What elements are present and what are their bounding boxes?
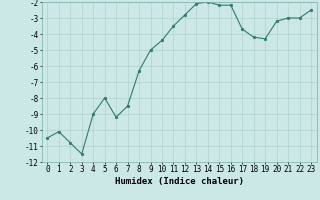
X-axis label: Humidex (Indice chaleur): Humidex (Indice chaleur) bbox=[115, 177, 244, 186]
